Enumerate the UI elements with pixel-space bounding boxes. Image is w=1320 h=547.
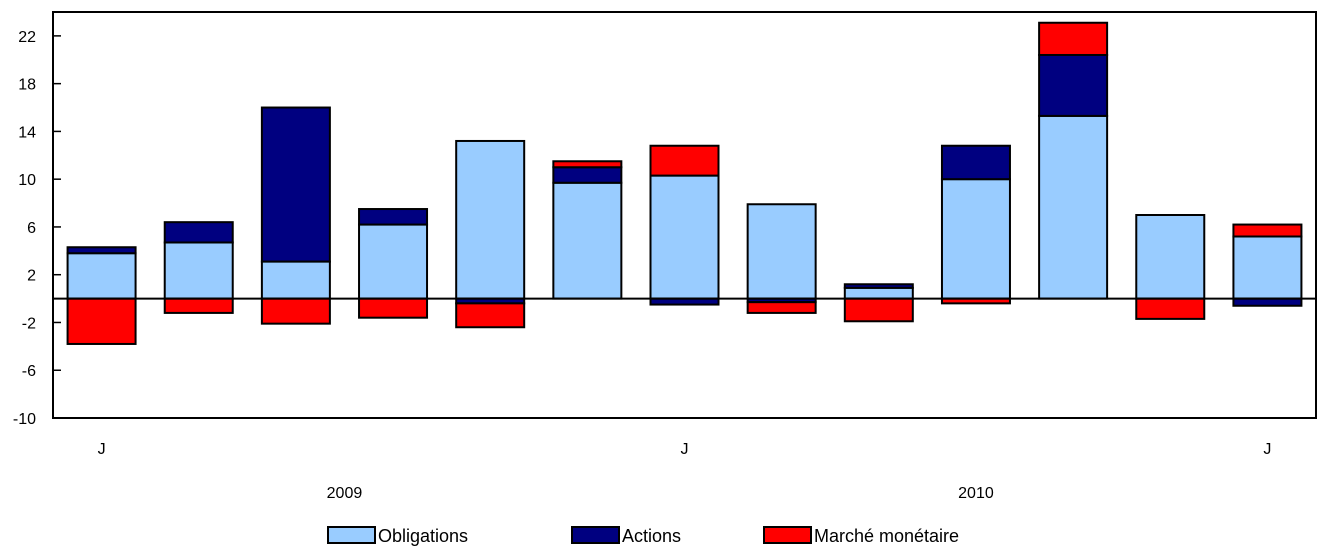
bar-actions	[1232, 297, 1303, 307]
bar-march-mon-taire	[163, 297, 234, 314]
bar-march-mon-taire	[1135, 297, 1206, 320]
bar-actions	[163, 221, 234, 244]
bar-obligations	[455, 139, 526, 300]
y-axis-tick-labels: -10 -6 -2 2 6 10 14 18 22	[13, 29, 36, 428]
bar-obligations	[163, 241, 234, 300]
bar-march-mon-taire	[358, 297, 429, 319]
bar-segments	[66, 21, 1303, 345]
x-tick-label: J	[1263, 441, 1271, 458]
bar-march-mon-taire	[455, 302, 526, 329]
legend-swatch	[571, 526, 620, 544]
bar-obligations	[843, 286, 914, 300]
bar-obligations	[552, 181, 623, 300]
y-tick-label: -6	[22, 363, 36, 380]
bar-march-mon-taire	[260, 297, 331, 325]
y-tick-label: -2	[22, 315, 36, 332]
plot-frame	[52, 11, 1317, 419]
bar-obligations	[1232, 235, 1303, 300]
bar-actions	[358, 208, 429, 226]
y-axis-ticks	[53, 35, 61, 419]
y-tick-label: 18	[18, 77, 36, 94]
y-tick-label: -10	[13, 411, 36, 428]
bar-march-mon-taire	[843, 297, 914, 323]
y-tick-label: 22	[18, 29, 36, 46]
y-tick-label: 6	[27, 220, 36, 237]
year-label: 2009	[327, 485, 363, 502]
y-tick-label: 2	[27, 268, 36, 285]
bar-obligations	[1135, 214, 1206, 300]
bar-march-mon-taire	[746, 301, 817, 314]
bar-actions	[1038, 53, 1109, 117]
y-tick-label: 14	[18, 124, 36, 141]
bar-march-mon-taire	[1038, 21, 1109, 56]
bar-march-mon-taire	[66, 297, 137, 345]
legend-label: Marché monétaire	[814, 526, 959, 546]
bar-actions	[843, 283, 914, 289]
legend-label: Actions	[622, 526, 681, 546]
year-label: 2010	[958, 485, 994, 502]
bar-march-mon-taire	[552, 160, 623, 169]
legend: Obligations Actions Marché monétaire	[327, 526, 959, 546]
bar-actions	[66, 246, 137, 255]
y-tick-label: 10	[18, 172, 36, 189]
bar-obligations	[940, 178, 1011, 300]
year-labels: 2009 2010	[327, 485, 994, 502]
bar-obligations	[358, 223, 429, 300]
bar-obligations	[66, 252, 137, 300]
bar-obligations	[1038, 114, 1109, 300]
bar-actions	[940, 144, 1011, 181]
x-tick-label: J	[681, 441, 689, 458]
bar-actions	[260, 106, 331, 263]
x-tick-label: J	[98, 441, 106, 458]
legend-swatch	[763, 526, 812, 544]
bar-obligations	[260, 260, 331, 300]
legend-label: Obligations	[378, 526, 468, 546]
bar-obligations	[649, 174, 720, 300]
bar-obligations	[746, 203, 817, 300]
bar-actions	[552, 166, 623, 184]
legend-swatch	[327, 526, 376, 544]
bar-march-mon-taire	[1232, 223, 1303, 238]
bar-march-mon-taire	[649, 144, 720, 177]
